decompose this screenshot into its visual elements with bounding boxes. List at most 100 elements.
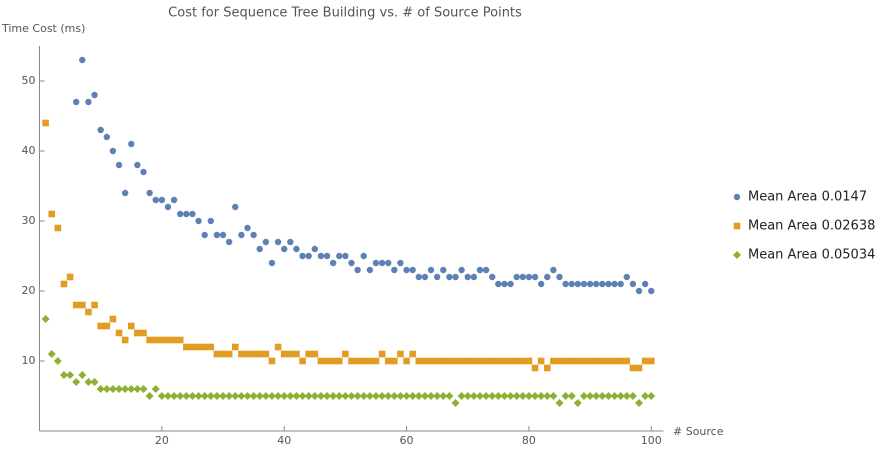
x-axis-label: # Source — [673, 425, 724, 438]
point — [232, 203, 239, 211]
point — [293, 245, 300, 253]
point — [348, 357, 355, 365]
point — [482, 392, 491, 400]
point — [420, 392, 429, 400]
point — [256, 350, 264, 358]
point — [391, 357, 398, 365]
point — [274, 343, 282, 351]
point — [311, 350, 319, 358]
legend-label: Mean Area 0.05034 — [748, 248, 875, 263]
point — [360, 357, 368, 365]
point — [280, 392, 289, 400]
point — [96, 385, 105, 393]
point — [323, 252, 331, 260]
point — [647, 392, 656, 400]
point — [360, 252, 367, 260]
y-tick-label: 10 — [22, 354, 36, 367]
point — [262, 238, 270, 246]
point — [201, 343, 208, 351]
point — [237, 392, 246, 400]
point — [206, 392, 215, 400]
point — [274, 238, 282, 246]
point — [85, 308, 92, 316]
x-tick-label: 40 — [277, 434, 291, 447]
point — [457, 392, 466, 400]
point — [127, 385, 136, 393]
y-tick-label: 20 — [22, 284, 36, 297]
point — [421, 357, 429, 365]
point — [408, 392, 417, 400]
point — [555, 399, 564, 407]
point — [544, 273, 551, 281]
point — [586, 357, 594, 365]
point — [446, 357, 453, 365]
point — [286, 392, 295, 400]
point — [427, 392, 436, 400]
point — [452, 357, 459, 365]
point — [390, 392, 399, 400]
point — [66, 273, 74, 281]
point — [134, 161, 141, 169]
point — [501, 280, 508, 288]
point — [550, 357, 557, 365]
point — [188, 392, 197, 400]
point — [371, 392, 380, 400]
point — [409, 350, 416, 358]
point — [611, 357, 618, 365]
point — [238, 231, 245, 239]
point — [164, 336, 172, 344]
point — [103, 322, 111, 330]
point — [494, 392, 503, 400]
point — [567, 392, 576, 400]
point — [134, 329, 141, 337]
point — [121, 189, 129, 197]
point — [512, 392, 521, 400]
point — [616, 392, 625, 400]
point — [519, 357, 527, 365]
point — [549, 392, 558, 400]
point — [464, 357, 472, 365]
point — [292, 392, 301, 400]
point — [329, 259, 337, 267]
point — [335, 357, 343, 365]
point — [231, 392, 240, 400]
point — [225, 350, 233, 358]
chart-title: Cost for Sequence Tree Building vs. # of… — [168, 6, 522, 21]
point — [194, 392, 203, 400]
point — [463, 392, 472, 400]
point — [329, 392, 338, 400]
point — [586, 280, 594, 288]
point — [335, 392, 344, 400]
point — [72, 301, 80, 309]
point — [323, 392, 332, 400]
point — [78, 371, 87, 379]
point — [513, 273, 520, 281]
point — [378, 350, 386, 358]
point — [440, 266, 447, 274]
point — [336, 252, 343, 260]
point — [531, 273, 539, 281]
point — [641, 392, 650, 400]
point — [580, 280, 588, 288]
point — [244, 350, 251, 358]
point — [170, 336, 178, 344]
point — [298, 392, 307, 400]
point — [341, 392, 350, 400]
point — [311, 245, 318, 253]
point — [91, 91, 98, 99]
point — [439, 392, 448, 400]
point — [261, 392, 270, 400]
point — [469, 392, 478, 400]
point — [617, 280, 624, 288]
point — [476, 357, 484, 365]
point — [353, 392, 362, 400]
x-tick-label: 20 — [155, 434, 169, 447]
point — [305, 252, 312, 260]
point — [157, 392, 166, 400]
y-tick-label: 50 — [22, 74, 36, 87]
point — [543, 392, 552, 400]
point — [507, 357, 514, 365]
point — [500, 392, 509, 400]
point — [568, 280, 575, 288]
